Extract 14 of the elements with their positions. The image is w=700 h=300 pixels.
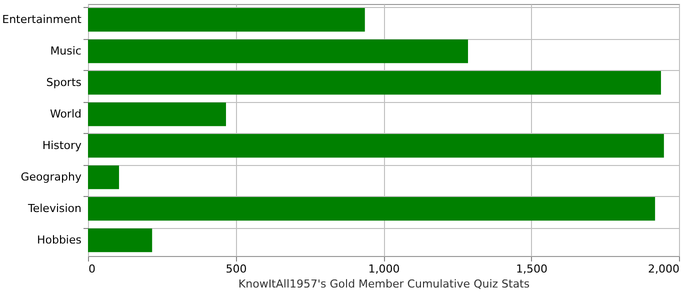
y-tick-label: Geography [20,170,82,184]
y-tick-label: History [42,138,82,152]
y-tick-label: Hobbies [36,233,82,246]
y-tick-label: World [50,107,82,120]
y-tick-label: Entertainment [2,12,82,26]
x-tick-label: 0 [88,262,96,276]
y-tick-label: Sports [46,76,82,89]
x-tick-label: 1,000 [368,262,400,276]
x-tick-label: 1,500 [516,262,548,276]
x-tick-label: 2,000 [648,262,680,276]
x-tick-label: 500 [226,262,247,276]
y-tick-label: Music [50,44,82,58]
x-axis-title: KnowItAll1957's Gold Member Cumulative Quiz Stats [238,278,530,290]
y-tick-label: Television [27,202,82,215]
